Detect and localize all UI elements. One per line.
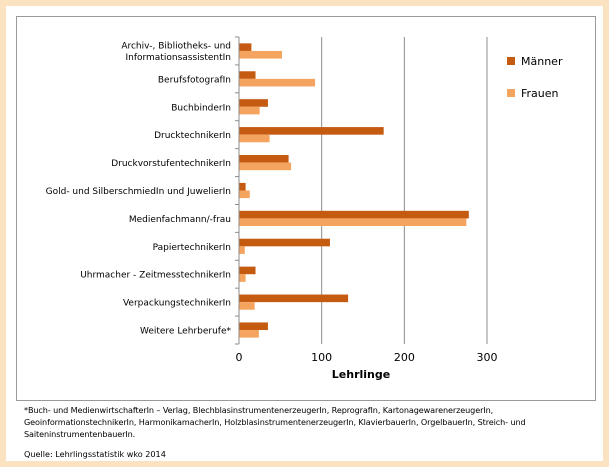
bar-frauen bbox=[239, 51, 282, 59]
bar-frauen bbox=[239, 274, 246, 282]
legend-label: Männer bbox=[521, 55, 563, 68]
legend-swatch bbox=[507, 89, 515, 97]
x-axis-title: Lehrlinge bbox=[332, 368, 390, 381]
bar-maenner bbox=[239, 239, 330, 247]
category-label: DrucktechnikerIn bbox=[154, 131, 231, 141]
bar-maenner bbox=[239, 295, 348, 303]
legend-swatch bbox=[507, 57, 515, 65]
bar-frauen bbox=[239, 246, 245, 254]
category-label: BerufsfotografIn bbox=[158, 75, 231, 85]
x-tick-label: 200 bbox=[394, 351, 415, 364]
bar-frauen bbox=[239, 302, 255, 310]
chart-area: Archiv-, Bibliotheks- und Informationsass… bbox=[16, 16, 596, 401]
category-label: Medienfachmann/-frau bbox=[129, 215, 231, 225]
bar-maenner bbox=[239, 267, 256, 275]
bar-frauen bbox=[239, 135, 270, 143]
bar-frauen bbox=[239, 191, 250, 199]
bar-maenner bbox=[239, 211, 469, 219]
category-label: Gold- und SilberschmiedIn und JuwelierIn bbox=[46, 187, 231, 197]
bar-frauen bbox=[239, 218, 466, 226]
legend-label: Frauen bbox=[521, 87, 559, 100]
bar-maenner bbox=[239, 127, 384, 135]
source-note: Quelle: Lehrlingsstatistik wko 2014 bbox=[24, 449, 166, 459]
bar-frauen bbox=[239, 79, 315, 87]
bar-chart: Archiv-, Bibliotheks- undInformationsass… bbox=[17, 17, 595, 400]
category-label: BuchbinderIn bbox=[171, 103, 231, 113]
bar-maenner bbox=[239, 155, 289, 163]
bar-maenner bbox=[239, 71, 256, 79]
bar-frauen bbox=[239, 107, 260, 115]
category-label: InformationsassistentIn bbox=[125, 53, 231, 63]
category-label: PapiertechnikerIn bbox=[153, 243, 231, 253]
category-label: Weitere Lehrberufe* bbox=[140, 327, 232, 337]
bar-maenner bbox=[239, 322, 268, 330]
category-label: Uhrmacher - ZeitmesstechnikerIn bbox=[80, 271, 231, 281]
category-label: VerpackungstechnikerIn bbox=[123, 299, 231, 309]
x-tick-label: 0 bbox=[236, 351, 243, 364]
bar-maenner bbox=[239, 99, 268, 107]
bar-frauen bbox=[239, 163, 291, 171]
bar-maenner bbox=[239, 43, 251, 51]
x-tick-label: 300 bbox=[477, 351, 498, 364]
x-tick-label: 100 bbox=[311, 351, 332, 364]
page-frame: Archiv-, Bibliotheks- und Informationsass… bbox=[6, 6, 603, 461]
bar-frauen bbox=[239, 330, 259, 338]
footnote: *Buch- und MedienwirtschafterIn – Verlag… bbox=[24, 404, 594, 440]
category-label: DruckvorstufentechnikerIn bbox=[111, 159, 231, 169]
category-label: Archiv-, Bibliotheks- und bbox=[121, 42, 231, 52]
bar-maenner bbox=[239, 183, 246, 191]
